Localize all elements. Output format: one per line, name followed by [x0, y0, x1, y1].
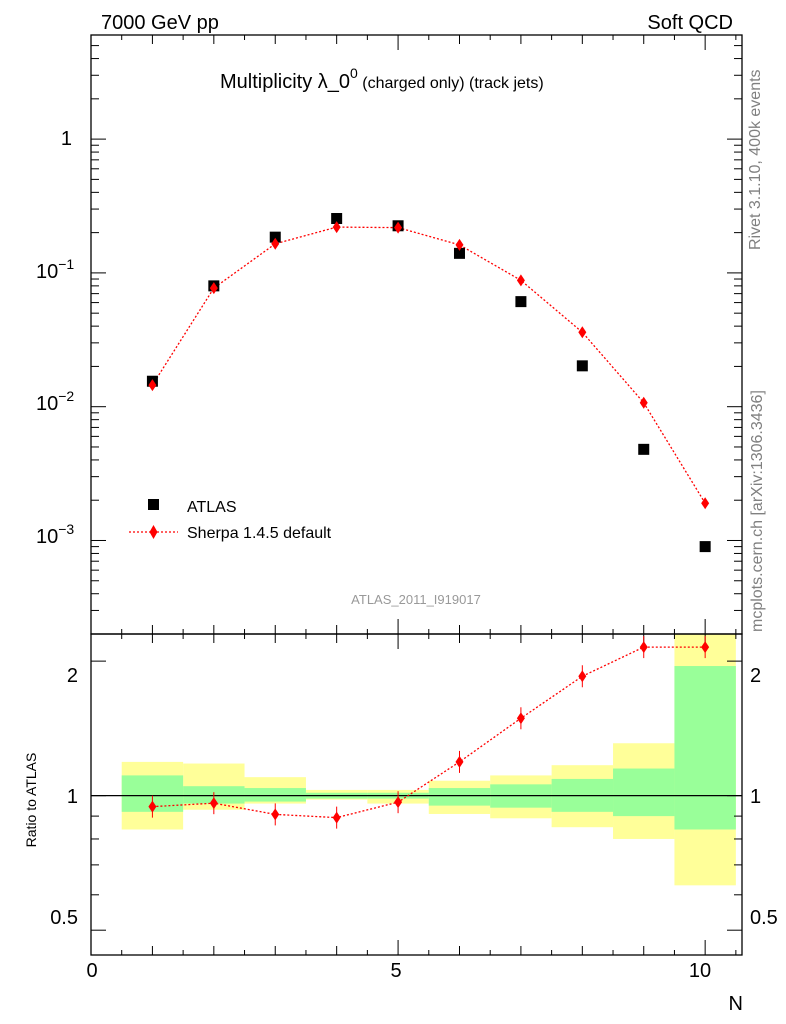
data-point-mc-7 — [516, 274, 525, 287]
data-point-mc-9 — [639, 396, 648, 409]
ratio-point-10 — [701, 641, 710, 654]
data-point-atlas-7 — [515, 296, 527, 308]
ratio-point-5 — [394, 796, 403, 809]
legend-data-marker — [148, 499, 159, 510]
band-inner-9 — [613, 768, 675, 817]
legend-mc-label: Sherpa 1.4.5 default — [187, 525, 332, 542]
ratio-ytick-right-0.5: 0.5 — [750, 907, 778, 929]
band-inner-6 — [428, 788, 491, 806]
ratio-ytick-left-0.5: 0.5 — [50, 907, 78, 929]
band-inner-3 — [244, 788, 306, 802]
ratio-panel-frame — [90, 633, 743, 956]
ytick-label-1: 1 — [61, 128, 72, 150]
data-point-atlas-8 — [576, 360, 588, 372]
ratio-ytick-right-1: 1 — [750, 786, 761, 808]
data-point-mc-10 — [701, 497, 710, 510]
analysis-watermark: ATLAS_2011_I919017 — [351, 592, 481, 607]
xtick-label-5: 5 — [390, 960, 401, 982]
ratio-point-1 — [148, 800, 157, 813]
ratio-point-7 — [516, 712, 525, 725]
title-small: (charged only) (track jets) — [358, 75, 544, 92]
data-point-atlas-9 — [638, 443, 650, 455]
data-point-mc-5 — [394, 221, 403, 234]
data-point-atlas-3 — [269, 231, 281, 243]
data-point-atlas-10 — [699, 541, 711, 553]
chart-graphics — [90, 34, 743, 956]
ratio-point-8 — [578, 670, 587, 683]
mc-curve — [151, 226, 706, 504]
side-label-bottom: mcplots.cern.ch [arXiv:1306.3436] — [749, 390, 766, 632]
data-point-atlas-4 — [331, 213, 343, 225]
header-right: Soft QCD — [647, 12, 733, 34]
xtick-label-10: 10 — [689, 960, 711, 982]
side-label-top: Rivet 3.1.10, 400k events — [747, 69, 764, 250]
data-point-mc-4 — [332, 221, 341, 234]
data-point-atlas-6 — [453, 247, 465, 259]
ratio-ytick-left-1: 1 — [67, 786, 78, 808]
ytick-label-0.001: 10−3 — [36, 521, 74, 548]
ratio-point-3 — [271, 808, 280, 821]
plot-title: Multiplicity λ_00 (charged only) (track … — [220, 65, 544, 93]
data-point-mc-3 — [271, 237, 280, 250]
header-left: 7000 GeV pp — [101, 12, 219, 34]
title-main: Multiplicity λ_0 — [220, 71, 350, 93]
legend-mc-marker — [149, 525, 158, 539]
xaxis-label: N — [729, 993, 743, 1015]
ytick-label-0.01: 10−2 — [36, 388, 74, 415]
ratio-point-4 — [332, 811, 341, 824]
ratio-point-2 — [209, 797, 218, 810]
band-inner-10 — [674, 666, 736, 830]
ratio-curve — [152, 646, 706, 819]
legend: ATLAS Sherpa 1.4.5 default — [129, 499, 332, 542]
top-panel-frame — [90, 34, 743, 635]
xtick-label-0: 0 — [86, 960, 97, 982]
ratio-ylabel: Ratio to ATLAS — [23, 753, 39, 848]
data-point-mc-6 — [455, 238, 464, 251]
data-point-mc-8 — [578, 326, 587, 339]
ytick-label-0.1: 10−1 — [36, 256, 74, 283]
ratio-point-9 — [639, 641, 648, 654]
data-point-mc-2 — [209, 282, 218, 295]
ratio-ytick-right-2: 2 — [750, 665, 761, 687]
ratio-point-6 — [455, 755, 464, 768]
title-sup: 0 — [350, 65, 358, 81]
ratio-ytick-left-2: 2 — [67, 665, 78, 687]
legend-data-label: ATLAS — [187, 499, 237, 516]
data-point-mc-1 — [148, 379, 157, 392]
